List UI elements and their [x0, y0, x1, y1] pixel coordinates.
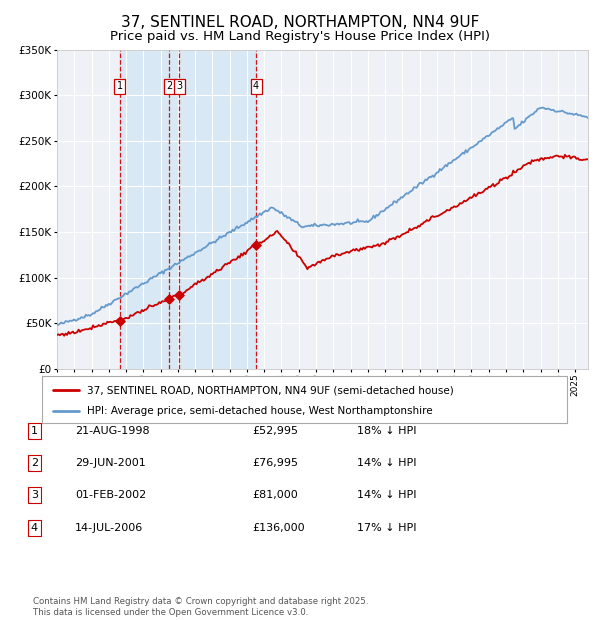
Text: 18% ↓ HPI: 18% ↓ HPI	[357, 426, 416, 436]
Text: 1: 1	[31, 426, 38, 436]
Text: 2: 2	[166, 81, 172, 91]
Text: 3: 3	[176, 81, 182, 91]
Text: £81,000: £81,000	[252, 490, 298, 500]
Text: 01-FEB-2002: 01-FEB-2002	[75, 490, 146, 500]
Text: Price paid vs. HM Land Registry's House Price Index (HPI): Price paid vs. HM Land Registry's House …	[110, 30, 490, 43]
Text: Contains HM Land Registry data © Crown copyright and database right 2025.
This d: Contains HM Land Registry data © Crown c…	[33, 598, 368, 617]
Text: HPI: Average price, semi-detached house, West Northamptonshire: HPI: Average price, semi-detached house,…	[86, 406, 432, 416]
Text: 21-AUG-1998: 21-AUG-1998	[75, 426, 149, 436]
Bar	[120, 50, 256, 369]
Point	[164, 294, 174, 304]
Text: 2: 2	[31, 458, 38, 468]
Point	[175, 290, 184, 300]
Text: 14% ↓ HPI: 14% ↓ HPI	[357, 490, 416, 500]
Text: £136,000: £136,000	[252, 523, 305, 533]
Text: 17% ↓ HPI: 17% ↓ HPI	[357, 523, 416, 533]
Text: 37, SENTINEL ROAD, NORTHAMPTON, NN4 9UF: 37, SENTINEL ROAD, NORTHAMPTON, NN4 9UF	[121, 15, 479, 30]
Text: 1: 1	[117, 81, 123, 91]
Text: £76,995: £76,995	[252, 458, 298, 468]
Point	[115, 316, 125, 326]
Text: 37, SENTINEL ROAD, NORTHAMPTON, NN4 9UF (semi-detached house): 37, SENTINEL ROAD, NORTHAMPTON, NN4 9UF …	[86, 385, 454, 396]
Point	[251, 240, 261, 250]
Text: 4: 4	[253, 81, 259, 91]
Text: 29-JUN-2001: 29-JUN-2001	[75, 458, 146, 468]
Text: 14-JUL-2006: 14-JUL-2006	[75, 523, 143, 533]
Text: 3: 3	[31, 490, 38, 500]
Text: 14% ↓ HPI: 14% ↓ HPI	[357, 458, 416, 468]
Text: 4: 4	[31, 523, 38, 533]
Text: £52,995: £52,995	[252, 426, 298, 436]
